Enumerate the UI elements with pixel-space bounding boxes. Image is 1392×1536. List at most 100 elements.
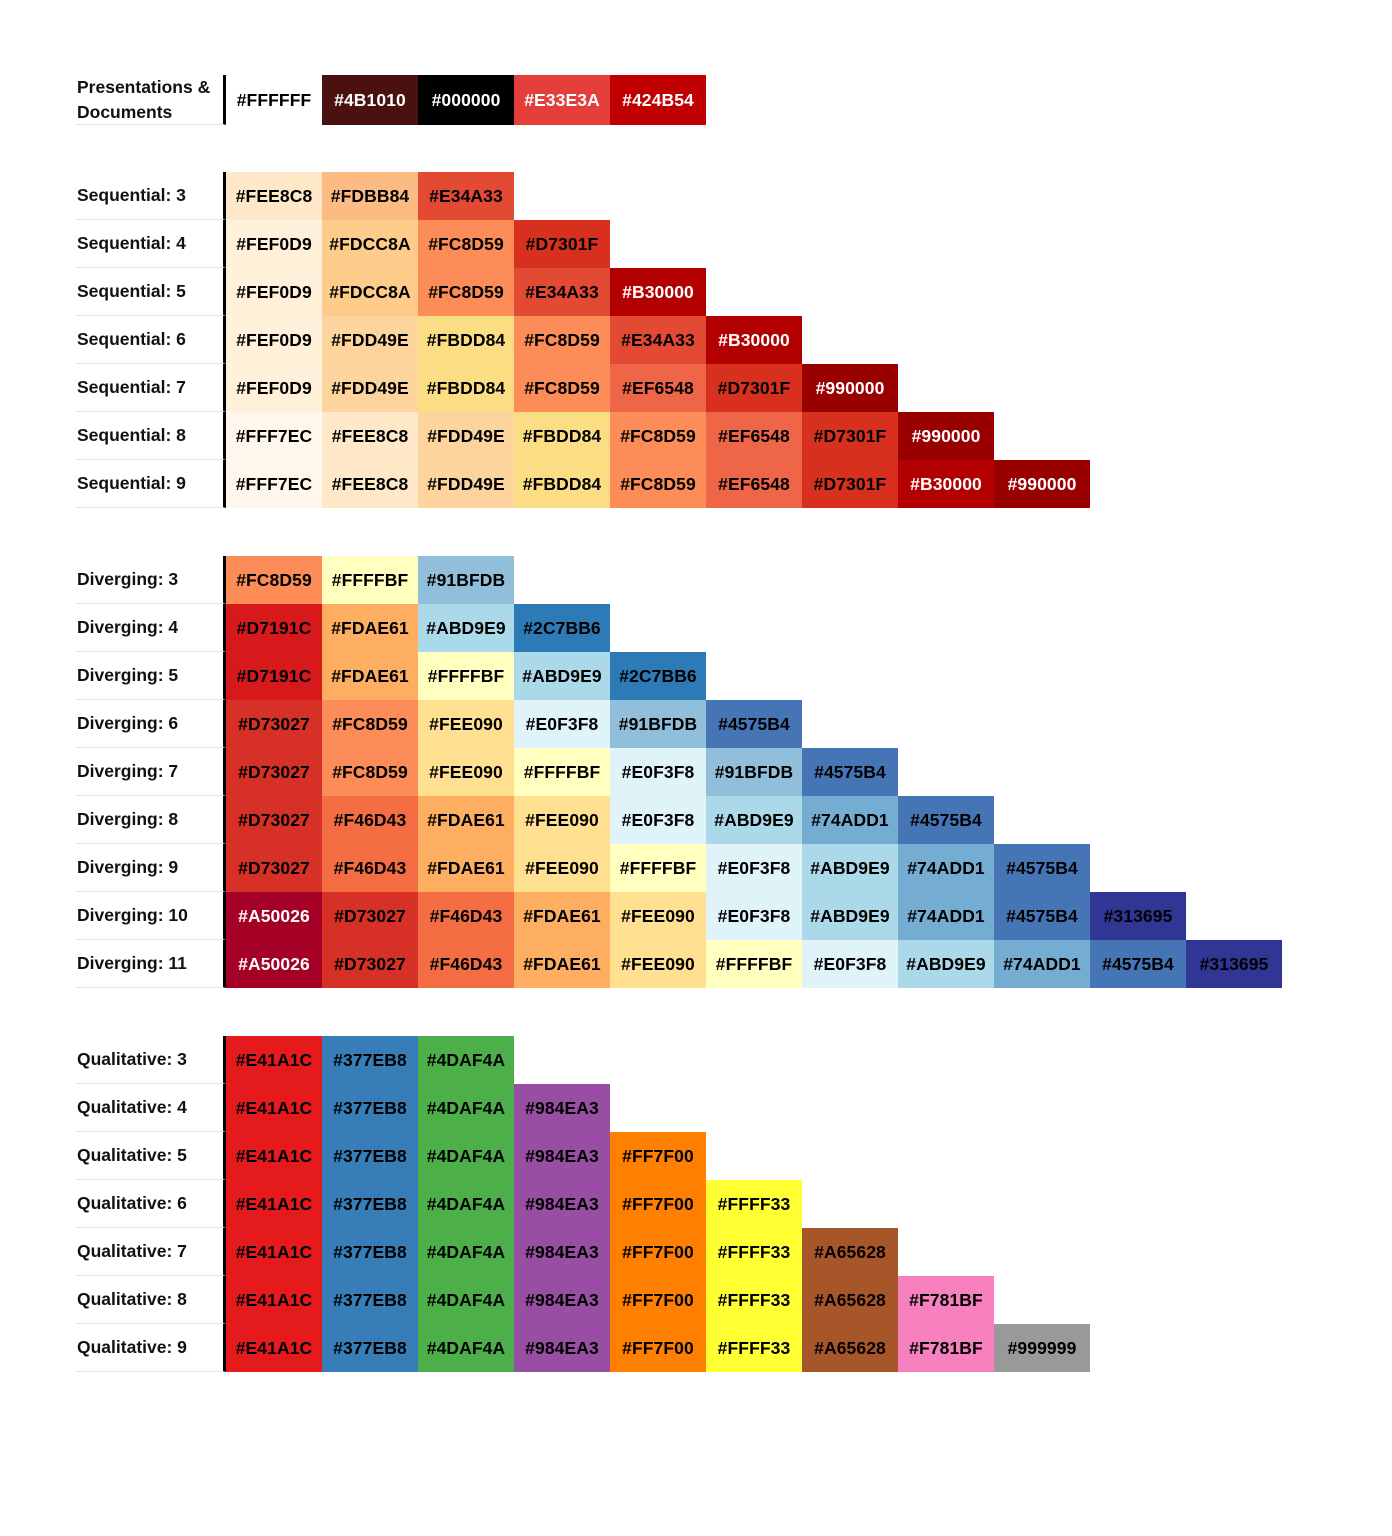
color-swatch: #E33E3A — [514, 75, 610, 125]
palette-swatches: #FFFFFF #4B1010 #000000 #E33E3A #424B54 — [226, 75, 706, 125]
color-swatch: #FFFFBF — [418, 652, 514, 700]
color-swatch: #A50026 — [226, 940, 322, 988]
color-swatch: #EF6548 — [706, 460, 802, 508]
color-swatch: #F781BF — [898, 1276, 994, 1324]
color-swatch: #FDD49E — [418, 460, 514, 508]
palette-row-label: Sequential: 6 — [76, 316, 226, 364]
color-swatch: #2C7BB6 — [514, 604, 610, 652]
palette-row-label: Diverging: 5 — [76, 652, 226, 700]
color-swatch: #FDCC8A — [322, 220, 418, 268]
color-swatch: #FC8D59 — [610, 460, 706, 508]
color-swatch: #FFF7EC — [226, 412, 322, 460]
color-swatch: #E41A1C — [226, 1036, 322, 1084]
color-swatch: #FDD49E — [322, 316, 418, 364]
color-swatch: #000000 — [418, 75, 514, 125]
color-swatch: #ABD9E9 — [706, 796, 802, 844]
color-swatch: #D73027 — [322, 892, 418, 940]
palette-row: Diverging: 5 #D7191C #FDAE61 #FFFFBF #ABD9E9… — [76, 652, 1282, 700]
color-swatch: #4DAF4A — [418, 1180, 514, 1228]
color-swatch: #424B54 — [610, 75, 706, 125]
palette-row-label: Diverging: 6 — [76, 700, 226, 748]
palette-row: Sequential: 6 #FEF0D9 #FDD49E #FBDD84 #FC8D5… — [76, 316, 1090, 364]
palette-row-label: Qualitative: 5 — [76, 1132, 226, 1180]
color-swatch: #E0F3F8 — [610, 748, 706, 796]
color-swatch: #984EA3 — [514, 1132, 610, 1180]
color-swatch: #FC8D59 — [514, 364, 610, 412]
palette-swatches: #FEF0D9 #FDD49E #FBDD84 #FC8D59 #E34A33 #B300… — [226, 316, 802, 364]
color-swatch: #FBDD84 — [514, 412, 610, 460]
palette-row: Diverging: 10 #A50026 #D73027 #F46D43 #FDAE6… — [76, 892, 1282, 940]
color-swatch: #377EB8 — [322, 1132, 418, 1180]
color-swatch: #91BFDB — [706, 748, 802, 796]
color-swatch: #FFFFBF — [706, 940, 802, 988]
color-swatch: #FDCC8A — [322, 268, 418, 316]
color-swatch: #4DAF4A — [418, 1276, 514, 1324]
color-swatch: #984EA3 — [514, 1180, 610, 1228]
color-swatch: #FDAE61 — [418, 796, 514, 844]
color-swatch: #E41A1C — [226, 1180, 322, 1228]
palette-row: Qualitative: 5 #E41A1C #377EB8 #4DAF4A #984E… — [76, 1132, 1090, 1180]
color-swatch: #4575B4 — [802, 748, 898, 796]
color-swatch: #F46D43 — [418, 940, 514, 988]
color-swatch: #D7301F — [706, 364, 802, 412]
palette-swatches: #E41A1C #377EB8 #4DAF4A #984EA3 #FF7F00 — [226, 1132, 706, 1180]
color-swatch: #4575B4 — [1090, 940, 1186, 988]
palette-row: Qualitative: 8 #E41A1C #377EB8 #4DAF4A #984E… — [76, 1276, 1090, 1324]
color-swatch: #B30000 — [706, 316, 802, 364]
palette-row-label: Qualitative: 8 — [76, 1276, 226, 1324]
color-swatch: #A65628 — [802, 1324, 898, 1372]
color-swatch: #FEE8C8 — [226, 172, 322, 220]
color-swatch: #FDAE61 — [514, 892, 610, 940]
palette-row: Sequential: 5 #FEF0D9 #FDCC8A #FC8D59 #E34A3… — [76, 268, 1090, 316]
palette-swatches: #D73027 #FC8D59 #FEE090 #FFFFBF #E0F3F8 #91BF… — [226, 748, 898, 796]
palette-row-label: Sequential: 4 — [76, 220, 226, 268]
palette-row: Diverging: 6 #D73027 #FC8D59 #FEE090 #E0F3F8… — [76, 700, 1282, 748]
color-swatch: #E0F3F8 — [802, 940, 898, 988]
color-swatch: #E34A33 — [418, 172, 514, 220]
color-swatch: #ABD9E9 — [898, 940, 994, 988]
color-swatch: #E41A1C — [226, 1228, 322, 1276]
color-swatch: #990000 — [994, 460, 1090, 508]
color-swatch: #FDBB84 — [322, 172, 418, 220]
palette-row-label: Sequential: 5 — [76, 268, 226, 316]
palette-row: Sequential: 3 #FEE8C8 #FDBB84 #E34A33 — [76, 172, 1090, 220]
color-swatch: #D7191C — [226, 604, 322, 652]
palette-row-label: Diverging: 8 — [76, 796, 226, 844]
color-swatch: #4575B4 — [706, 700, 802, 748]
palette-row-label: Qualitative: 7 — [76, 1228, 226, 1276]
color-swatch: #F46D43 — [322, 844, 418, 892]
palette-swatches: #A50026 #D73027 #F46D43 #FDAE61 #FEE090 #FFFF… — [226, 940, 1282, 988]
palette-row-label: Qualitative: 3 — [76, 1036, 226, 1084]
palette-row-label: Qualitative: 4 — [76, 1084, 226, 1132]
color-swatch: #ABD9E9 — [802, 844, 898, 892]
palette-row: Diverging: 11 #A50026 #D73027 #F46D43 #FDAE6… — [76, 940, 1282, 988]
palette-row-label: Sequential: 9 — [76, 460, 226, 508]
palette-section-diverging: Diverging: 3 #FC8D59 #FFFFBF #91BFDB Divergi… — [76, 556, 1282, 988]
color-swatch: #FEF0D9 — [226, 268, 322, 316]
palette-swatches: #E41A1C #377EB8 #4DAF4A #984EA3 — [226, 1084, 610, 1132]
color-swatch: #984EA3 — [514, 1084, 610, 1132]
palette-swatches: #A50026 #D73027 #F46D43 #FDAE61 #FEE090 #E0F3… — [226, 892, 1186, 940]
color-swatch: #FEE090 — [610, 940, 706, 988]
color-swatch: #FFFF33 — [706, 1324, 802, 1372]
palette-row: Qualitative: 6 #E41A1C #377EB8 #4DAF4A #984E… — [76, 1180, 1090, 1228]
color-swatch: #FEF0D9 — [226, 316, 322, 364]
color-swatch: #FEF0D9 — [226, 364, 322, 412]
color-swatch: #E41A1C — [226, 1276, 322, 1324]
color-swatch: #313695 — [1186, 940, 1282, 988]
color-swatch: #FEE090 — [610, 892, 706, 940]
palette-row: Sequential: 4 #FEF0D9 #FDCC8A #FC8D59 #D7301… — [76, 220, 1090, 268]
palette-row-label: Presentations & Documents — [76, 75, 226, 125]
color-swatch: #FEE8C8 — [322, 460, 418, 508]
color-swatch: #FDD49E — [418, 412, 514, 460]
color-swatch: #D7301F — [514, 220, 610, 268]
palette-row: Diverging: 9 #D73027 #F46D43 #FDAE61 #FEE090… — [76, 844, 1282, 892]
color-swatch: #ABD9E9 — [418, 604, 514, 652]
palette-swatches: #FEF0D9 #FDCC8A #FC8D59 #E34A33 #B30000 — [226, 268, 706, 316]
color-swatch: #4DAF4A — [418, 1084, 514, 1132]
color-swatch: #FDD49E — [322, 364, 418, 412]
color-swatch: #4DAF4A — [418, 1132, 514, 1180]
color-swatch: #F781BF — [898, 1324, 994, 1372]
palette-row: Presentations & Documents #FFFFFF #4B1010 #… — [76, 75, 706, 125]
color-swatch: #B30000 — [610, 268, 706, 316]
